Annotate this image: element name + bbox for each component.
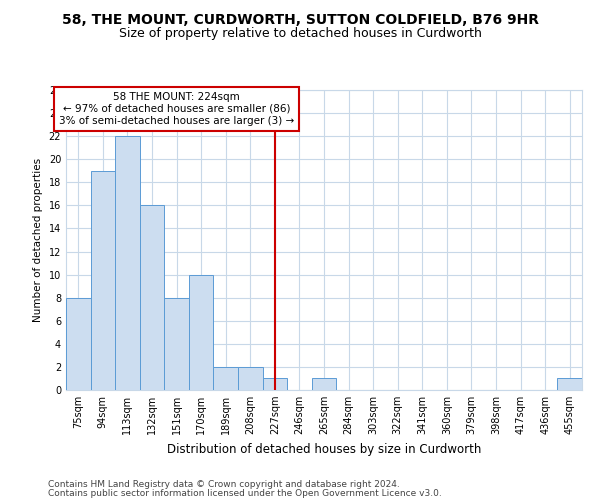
Y-axis label: Number of detached properties: Number of detached properties (33, 158, 43, 322)
Text: Contains public sector information licensed under the Open Government Licence v3: Contains public sector information licen… (48, 489, 442, 498)
Text: 58 THE MOUNT: 224sqm
← 97% of detached houses are smaller (86)
3% of semi-detach: 58 THE MOUNT: 224sqm ← 97% of detached h… (59, 92, 294, 126)
Bar (263, 378, 287, 390)
Bar (189, 274, 214, 390)
Bar (140, 206, 164, 390)
Bar (312, 378, 336, 390)
Bar (115, 136, 140, 390)
Bar (238, 367, 263, 390)
Text: Size of property relative to detached houses in Curdworth: Size of property relative to detached ho… (119, 28, 481, 40)
Bar (91, 171, 115, 390)
Bar (164, 298, 189, 390)
Text: 58, THE MOUNT, CURDWORTH, SUTTON COLDFIELD, B76 9HR: 58, THE MOUNT, CURDWORTH, SUTTON COLDFIE… (62, 12, 539, 26)
Bar (557, 378, 582, 390)
Bar (214, 367, 238, 390)
Text: Contains HM Land Registry data © Crown copyright and database right 2024.: Contains HM Land Registry data © Crown c… (48, 480, 400, 489)
Bar (66, 298, 91, 390)
X-axis label: Distribution of detached houses by size in Curdworth: Distribution of detached houses by size … (167, 442, 481, 456)
